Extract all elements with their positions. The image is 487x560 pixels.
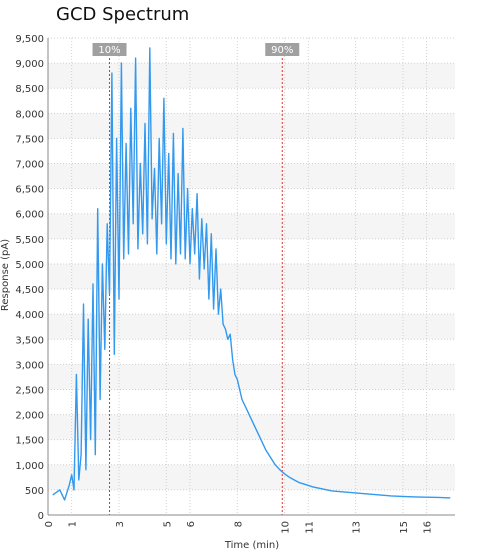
grid-band: [48, 113, 455, 139]
x-tick-label: 13: [352, 521, 363, 534]
marker-label-bg: [92, 43, 127, 56]
x-tick-label: 3: [115, 521, 126, 527]
x-tick-label: 1: [68, 521, 79, 527]
marker-label: 90%: [271, 45, 293, 56]
grid-lines: [47, 37, 455, 516]
y-tick-label: 3,500: [15, 335, 44, 346]
y-tick-label: 5,000: [15, 260, 44, 271]
x-tick-label: 10: [281, 521, 292, 534]
x-axis-label: Time (min): [224, 540, 279, 551]
y-tick-label: 9,500: [15, 34, 44, 45]
y-tick-label: 500: [25, 486, 44, 497]
percent-markers: 10% 90%: [92, 43, 300, 515]
y-tick-label: 6,500: [15, 185, 44, 196]
series-layer: [52, 47, 451, 501]
y-tick-label: 8,500: [15, 84, 44, 95]
y-tick-label: 4,500: [15, 285, 44, 296]
y-tick-label: 7,500: [15, 134, 44, 145]
tick-labels: 0 500 1,000 1,500 2,000 2,500 3,000 3,500 4,000 4…: [15, 34, 433, 534]
y-tick-label: 5,500: [15, 235, 44, 246]
y-tick-label: 9,000: [15, 59, 44, 70]
y-tick-label: 1,000: [15, 461, 44, 472]
x-tick-label: 8: [233, 521, 244, 527]
marker-label: 10%: [98, 45, 120, 56]
y-tick-label: 4,000: [15, 310, 44, 321]
x-tick-label: 5: [162, 521, 173, 527]
marker-label-bg: [265, 43, 300, 56]
x-tick-label: 0: [44, 521, 55, 527]
grid-band: [48, 63, 455, 89]
grid-band: [48, 364, 455, 390]
axes: [47, 38, 455, 516]
y-tick-label: 8,000: [15, 109, 44, 120]
series-line: [52, 47, 451, 501]
y-tick-label: 2,500: [15, 385, 44, 396]
chart-title: GCD Spectrum: [56, 4, 190, 25]
y-tick-label: 2,000: [15, 411, 44, 422]
x-tick-label: 6: [186, 521, 197, 527]
x-tick-label: 15: [399, 521, 410, 534]
x-tick-label: 11: [304, 521, 315, 534]
y-tick-label: 3,000: [15, 360, 44, 371]
y-tick-label: 0: [38, 511, 44, 522]
grid-band: [48, 314, 455, 340]
x-tick-label: 16: [423, 521, 434, 534]
y-tick-label: 6,000: [15, 210, 44, 221]
y-tick-label: 7,000: [15, 160, 44, 171]
grid-band: [48, 464, 455, 490]
y-tick-label: 1,500: [15, 436, 44, 447]
y-axis-label: Response (pA): [0, 239, 11, 311]
